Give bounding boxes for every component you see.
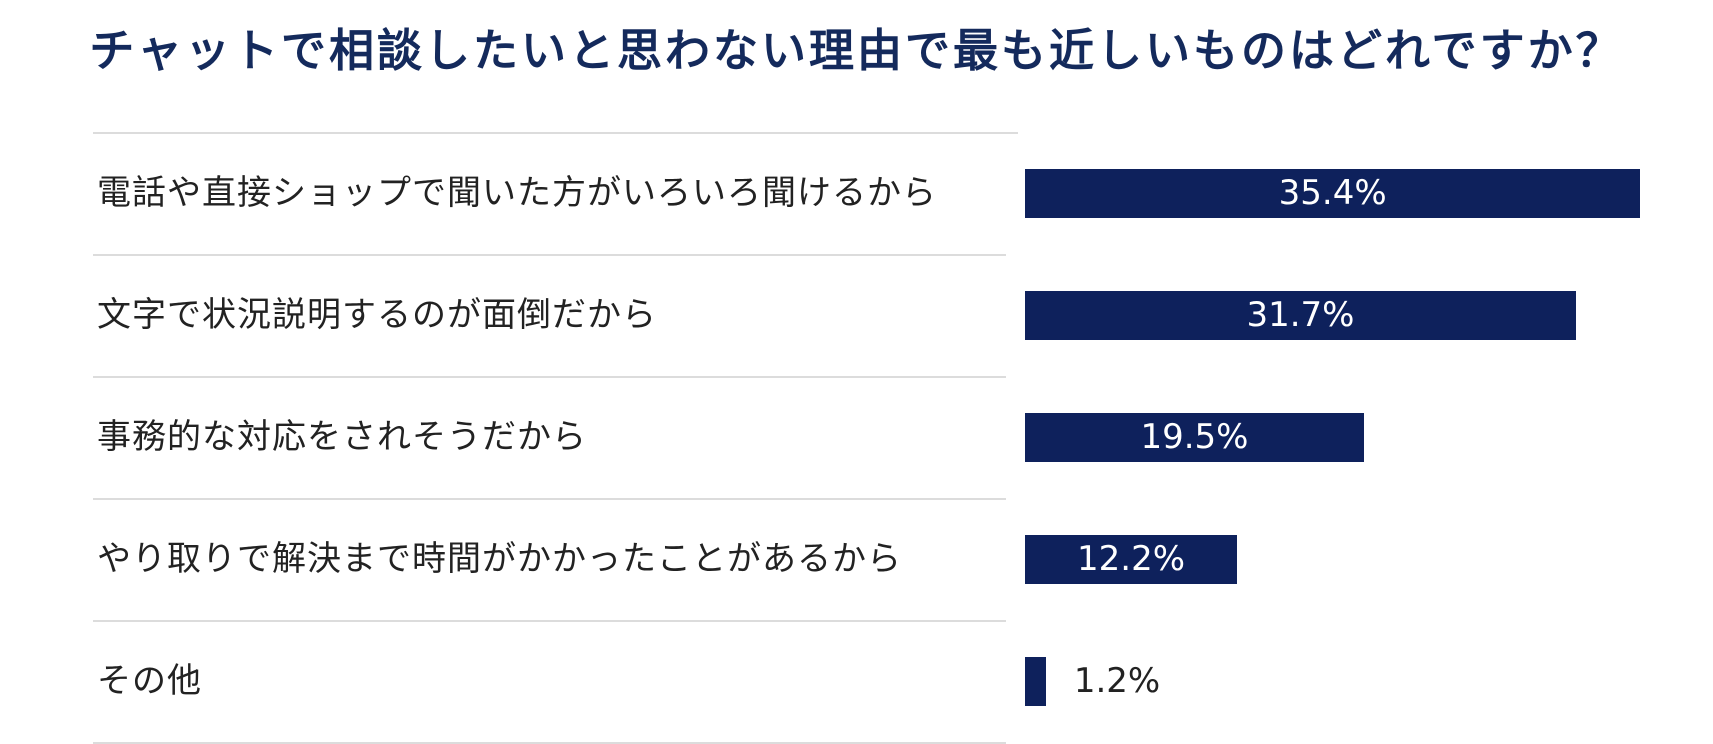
category-label: その他 (97, 661, 202, 701)
bar (1025, 535, 1238, 584)
bar (1025, 291, 1576, 340)
category-label: 事務的な対応をされそうだから (97, 417, 587, 457)
category-label: 文字で状況説明するのが面倒だから (97, 295, 657, 335)
row-separator (93, 254, 1006, 256)
row-separator (93, 620, 1006, 622)
category-label: 電話や直接ショップで聞いた方がいろいろ聞けるから (97, 173, 937, 213)
data-label: 1.2% (1073, 661, 1161, 701)
bar (1025, 657, 1046, 706)
row-separator (93, 498, 1006, 500)
bar (1025, 169, 1641, 218)
row-separator (93, 132, 1018, 134)
row-separator (93, 376, 1006, 378)
category-label: やり取りで解決まで時間がかかったことがあるから (97, 539, 902, 579)
data-label: 35.4% (1278, 173, 1387, 213)
data-label: 12.2% (1077, 539, 1186, 579)
data-label: 31.7% (1246, 295, 1355, 335)
chart-title: チャットで相談したいと思わない理由で最も近しいものはどれですか？ (89, 24, 1624, 77)
data-label: 19.5% (1140, 417, 1249, 457)
bar (1025, 413, 1364, 462)
